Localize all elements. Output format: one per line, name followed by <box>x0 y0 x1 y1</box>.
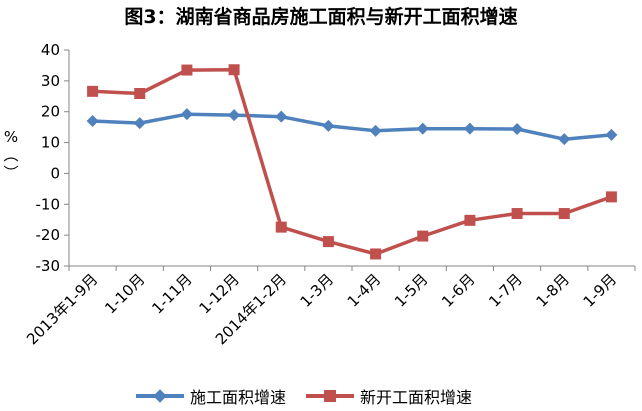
legend-swatch-construction <box>136 384 184 408</box>
legend: 施工面积增速 新开工面积增速 <box>0 384 642 408</box>
legend-item-construction: 施工面积增速 <box>136 384 286 408</box>
x-tick-label: 1-7月 <box>485 270 526 311</box>
data-point-diamond <box>463 122 476 135</box>
y-tick-label: -10 <box>36 195 61 213</box>
data-point-square <box>511 208 523 220</box>
legend-label-new-construction: 新开工面积增速 <box>360 388 473 407</box>
data-point-diamond <box>605 128 618 141</box>
y-tick-label: -20 <box>36 226 61 244</box>
data-point-diamond <box>228 109 241 122</box>
x-tick-label: 1-5月 <box>391 270 432 311</box>
data-point-square <box>228 64 240 76</box>
data-point-diamond <box>86 114 99 127</box>
y-axis-label: % ︵ ︶ <box>2 128 20 182</box>
y-tick-label: 10 <box>41 134 60 152</box>
data-point-diamond <box>180 108 193 121</box>
x-tick-label: 1-4月 <box>344 270 385 311</box>
data-point-square <box>134 88 146 100</box>
data-point-square <box>558 208 570 220</box>
chart-title: 图3：湖南省商品房施工面积与新开工面积增速 <box>124 6 518 28</box>
data-point-square <box>605 191 617 203</box>
data-point-square <box>464 214 476 226</box>
data-point-square <box>417 230 429 242</box>
y-tick-label: -30 <box>36 257 61 275</box>
data-point-diamond <box>133 117 146 130</box>
y-axis-label-unit: % <box>3 128 19 146</box>
data-point-diamond <box>558 133 571 146</box>
legend-label-construction: 施工面积增速 <box>190 388 287 407</box>
series-line-0 <box>92 112 612 141</box>
y-tick-label: 30 <box>41 72 60 90</box>
y-tick-label: 0 <box>50 164 60 182</box>
y-axis-label-paren-close: ︶ <box>3 164 19 182</box>
y-tick-label: 40 <box>41 41 60 59</box>
data-point-square <box>87 85 99 97</box>
x-tick-label: 1-6月 <box>438 270 479 311</box>
data-point-diamond <box>416 122 429 135</box>
data-point-square <box>370 248 382 260</box>
legend-swatch-new-construction <box>306 384 354 408</box>
data-point-square <box>275 221 287 233</box>
x-tick-label: 1-9月 <box>580 270 621 311</box>
data-point-diamond <box>322 119 335 132</box>
data-point-diamond <box>369 124 382 137</box>
data-point-square <box>181 64 193 76</box>
y-tick-label: 20 <box>41 103 60 121</box>
data-point-diamond <box>275 110 288 123</box>
y-axis-label-paren-open: ︵ <box>3 146 19 164</box>
series-line-1 <box>92 67 612 256</box>
x-tick-label: 2013年1-9月 <box>23 270 101 348</box>
data-point-diamond <box>511 122 524 135</box>
x-tick-label: 1-3月 <box>297 270 338 311</box>
x-tick-label: 1-11月 <box>148 270 195 317</box>
data-point-square <box>322 236 334 248</box>
legend-item-new-construction: 新开工面积增速 <box>306 384 472 408</box>
x-tick-label: 1-10月 <box>101 270 148 317</box>
x-tick-label: 1-8月 <box>532 270 573 311</box>
